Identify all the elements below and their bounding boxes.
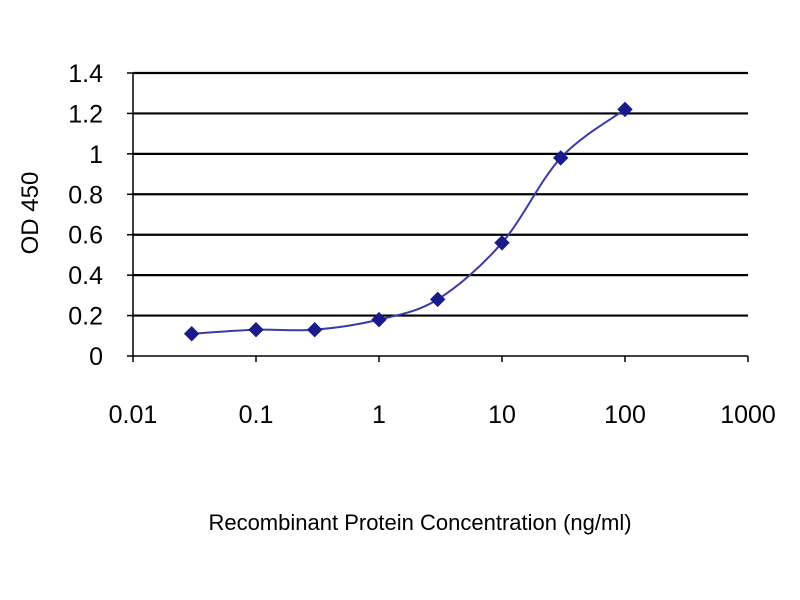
x-tick-labels: 0.01 0.1 1 10 100 1000 [109, 401, 776, 429]
y-tick-label: 1.2 [68, 100, 103, 128]
y-tick-label: 0.6 [68, 222, 103, 250]
y-tick-label: 1 [89, 141, 103, 169]
y-tick-label: 0.8 [68, 181, 103, 209]
x-tick-label: 0.01 [109, 401, 158, 429]
y-tick-labels: 0 0.2 0.4 0.6 0.8 1 1.2 1.4 [68, 60, 103, 371]
y-axis-label: OD 450 [17, 172, 44, 255]
data-point-marker [306, 322, 323, 338]
y-tick-label: 1.4 [68, 60, 103, 88]
data-point-marker [429, 291, 446, 308]
x-tick-label: 10 [488, 401, 516, 429]
x-tick-label: 100 [604, 401, 646, 429]
x-tick-label: 1 [372, 401, 386, 429]
x-tick-label: 1000 [720, 401, 776, 429]
data-point-marker [371, 311, 387, 328]
data-point-marker [494, 235, 510, 251]
x-tick-label: 0.1 [239, 401, 274, 429]
data-point-marker [183, 326, 200, 342]
gridlines [127, 71, 749, 362]
data-point-marker [552, 150, 569, 166]
y-tick-label: 0.2 [68, 303, 103, 331]
data-markers [183, 101, 633, 342]
y-tick-label: 0 [89, 343, 103, 371]
x-axis-label: Recombinant Protein Concentration (ng/ml… [208, 510, 631, 535]
series-line [191, 108, 626, 335]
y-tick-label: 0.4 [68, 262, 103, 290]
data-point-marker [617, 101, 633, 118]
data-point-marker [248, 322, 264, 338]
